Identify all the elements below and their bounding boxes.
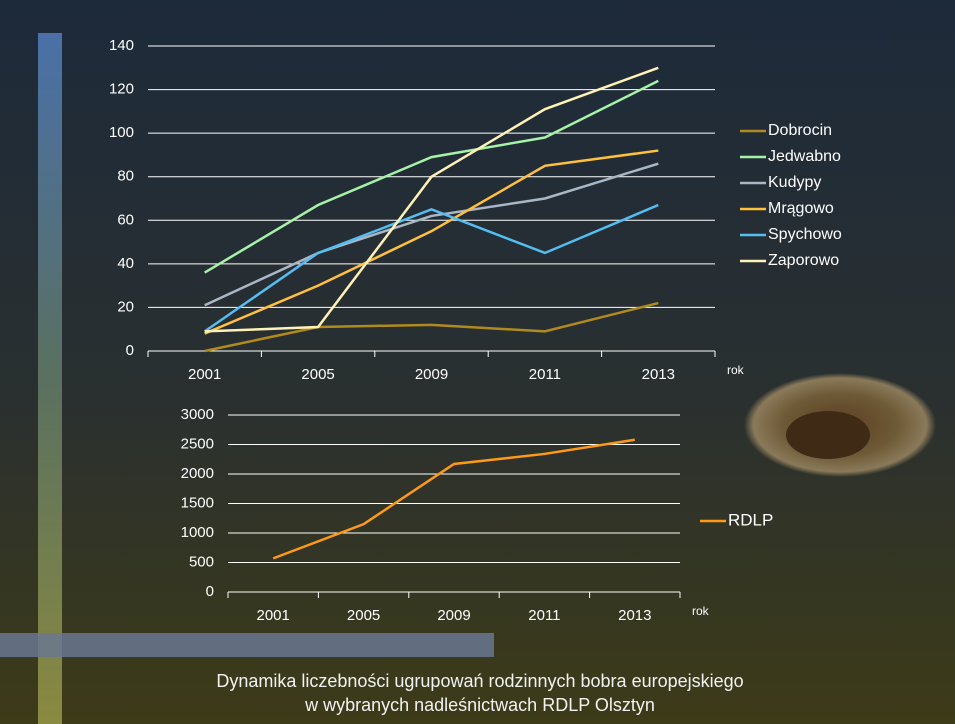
y-tick-label: 2500 [181,435,214,452]
legend-label: Spychowo [768,226,842,243]
y-tick-label: 500 [189,553,214,570]
y-tick-label: 3000 [181,406,214,423]
x-tick-label: 2005 [347,607,380,624]
y-tick-label: 0 [206,583,214,600]
series-line [204,66,659,333]
y-tick-label: 60 [117,211,134,228]
legend-label: Kudypy [768,174,821,191]
y-tick-label: 0 [126,342,134,359]
x-tick-label: 2011 [528,607,560,624]
x-tick-label: 2013 [642,366,675,383]
legend-label: Dobrocin [768,122,832,139]
x-tick-label: 2009 [437,607,470,624]
legend-label: RDLP [728,510,773,529]
x-tick-label: 2001 [257,607,290,624]
legend-label: Zaporowo [768,252,839,269]
y-tick-label: 1500 [181,494,214,511]
y-tick-label: 40 [117,255,134,272]
legend-label: Mrągowo [768,200,834,217]
x-axis-label: rok [727,363,745,377]
y-tick-label: 1000 [181,524,214,541]
series-line [272,438,635,560]
caption: Dynamika liczebności ugrupowań rodzinnyc… [216,671,743,691]
x-tick-label: 2009 [415,366,448,383]
series-line [203,203,659,333]
x-tick-label: 2013 [618,607,651,624]
series-line [204,79,659,274]
beaver-photo [786,411,870,459]
x-tick-label: 2005 [301,366,334,383]
x-axis-label: rok [692,604,710,618]
y-tick-label: 120 [109,81,134,98]
series-line [204,301,659,353]
x-tick-label: 2011 [529,366,561,383]
y-tick-label: 2000 [181,465,214,482]
decor-bar [38,33,62,724]
y-tick-label: 140 [109,37,134,54]
y-tick-label: 80 [117,168,134,185]
decor-bar [0,633,494,657]
x-tick-label: 2001 [188,366,221,383]
legend-label: Jedwabno [768,148,841,165]
y-tick-label: 100 [109,124,134,141]
series-line [204,162,659,307]
caption: w wybranych nadleśnictwach RDLP Olsztyn [304,695,655,715]
y-tick-label: 20 [117,298,134,315]
series-line [204,149,659,335]
